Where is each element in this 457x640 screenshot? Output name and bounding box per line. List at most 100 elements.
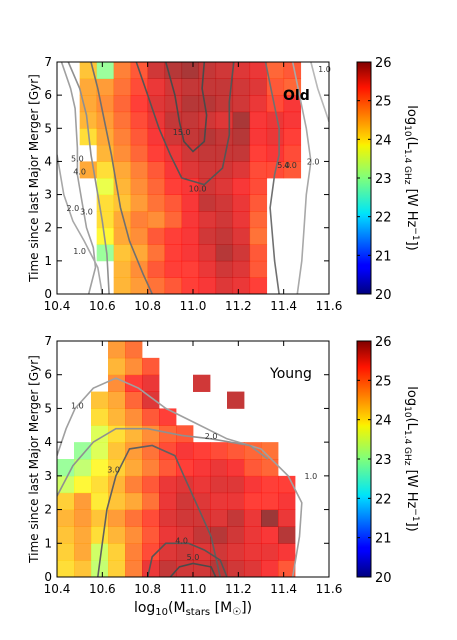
heatmap-cell bbox=[91, 526, 109, 544]
heatmap-cell bbox=[113, 211, 132, 229]
heatmap-cell bbox=[181, 277, 200, 294]
panel-label-young: Young bbox=[269, 366, 312, 382]
heatmap-cell bbox=[181, 78, 200, 96]
x-tick-label: 10.4 bbox=[44, 299, 71, 313]
contour-line bbox=[90, 62, 153, 294]
heatmap-cell bbox=[125, 341, 143, 359]
heatmap-cell bbox=[91, 425, 109, 443]
heatmap-cell bbox=[198, 128, 217, 146]
heatmap-cell bbox=[244, 442, 262, 460]
contour-line bbox=[169, 562, 217, 577]
x-tick-label: 10.4 bbox=[44, 582, 71, 596]
heatmap-cell bbox=[147, 194, 166, 212]
heatmap-cell bbox=[227, 543, 245, 561]
heatmap-cell bbox=[278, 492, 296, 510]
heatmap-cell bbox=[249, 194, 268, 212]
heatmap-cell bbox=[74, 543, 92, 561]
heatmap-cell bbox=[261, 526, 279, 544]
contour-label: 4.0 bbox=[73, 168, 86, 177]
heatmap-cell bbox=[176, 459, 194, 477]
colorbar-tick-label: 21 bbox=[375, 532, 392, 547]
heatmap-cell bbox=[198, 78, 217, 96]
heatmap-cell bbox=[142, 492, 160, 510]
contour-label: 5.0 bbox=[277, 161, 290, 170]
heatmap-cell bbox=[164, 227, 183, 245]
heatmap-cell bbox=[198, 227, 217, 245]
heatmap-cell bbox=[283, 144, 302, 162]
heatmap-cell bbox=[181, 128, 200, 146]
heatmap-cell bbox=[108, 459, 126, 477]
y-ticks-old: 0 1 2 3 4 5 6 7 bbox=[44, 55, 329, 301]
contour-label: 2.0 bbox=[307, 158, 320, 167]
heatmap-cell bbox=[96, 211, 115, 229]
heatmap-cell bbox=[176, 509, 194, 527]
colorbar-tick-label: 22 bbox=[375, 211, 392, 226]
heatmap-cell bbox=[232, 128, 251, 146]
heatmap-cell bbox=[113, 111, 132, 129]
heatmap-cell bbox=[198, 244, 217, 262]
heatmap-cell bbox=[74, 509, 92, 527]
heatmap-cell bbox=[164, 211, 183, 229]
heatmap-cell bbox=[244, 526, 262, 544]
heatmap-cell bbox=[91, 492, 109, 510]
x-tick-label: 10.8 bbox=[134, 582, 161, 596]
heatmap-cell bbox=[266, 144, 285, 162]
contour-label: 5.0 bbox=[71, 154, 84, 163]
y-tick-label: 5 bbox=[44, 121, 52, 135]
contour-line bbox=[310, 62, 329, 122]
heatmap-cell bbox=[57, 526, 75, 544]
heatmap-cell bbox=[278, 509, 296, 527]
heatmap-cell bbox=[176, 442, 194, 460]
heatmap-cell bbox=[142, 442, 160, 460]
heatmap-cell bbox=[159, 408, 177, 426]
contour-label: 1.0 bbox=[71, 401, 84, 410]
x-tick-label: 11.2 bbox=[225, 582, 252, 596]
heatmap-cell bbox=[193, 560, 211, 577]
colorbar-tick-label: 24 bbox=[375, 414, 392, 429]
heatmap-cell bbox=[232, 211, 251, 229]
heatmap-cell bbox=[283, 128, 302, 146]
contour-line bbox=[97, 444, 221, 577]
heatmap-cell bbox=[125, 543, 143, 561]
heatmap-cell bbox=[125, 526, 143, 544]
contour-line bbox=[291, 62, 312, 294]
colorbar-tick-label: 26 bbox=[375, 335, 392, 350]
heatmap-cell bbox=[130, 144, 149, 162]
heatmap-cell bbox=[57, 509, 75, 527]
heatmap-cell bbox=[108, 492, 126, 510]
heatmap-cell bbox=[159, 459, 177, 477]
heatmap-cell bbox=[91, 543, 109, 561]
heatmap-cell bbox=[249, 144, 268, 162]
contour-line bbox=[57, 377, 303, 577]
heatmap-cell bbox=[74, 442, 92, 460]
x-tick-label: 10.6 bbox=[89, 582, 116, 596]
panel-label-old: Old bbox=[283, 88, 310, 104]
heatmap-cell bbox=[244, 560, 262, 577]
contour-labels-old: 15.010.05.04.03.02.01.05.04.0 2.01.0 bbox=[66, 65, 330, 256]
heatmap-cell bbox=[215, 194, 234, 212]
y-tick-label: 2 bbox=[44, 503, 52, 517]
heatmap-cell bbox=[142, 560, 160, 577]
colorbar-tick-label: 21 bbox=[375, 249, 392, 264]
y-tick-label: 4 bbox=[44, 154, 52, 168]
x-ticks-young: 10.4 10.6 10.8 11.0 11.2 11.4 11.6 bbox=[44, 341, 342, 596]
heatmap-cell bbox=[142, 408, 160, 426]
heatmap-cell bbox=[79, 78, 98, 96]
heatmap-cell bbox=[147, 277, 166, 294]
heatmap-cell bbox=[210, 492, 228, 510]
colorbar-label-young: log10(L1.4 GHz [W Hz−1]) bbox=[402, 386, 420, 531]
heatmap-cell bbox=[130, 128, 149, 146]
heatmap-cell bbox=[74, 475, 92, 494]
x-tick-label: 11.4 bbox=[270, 299, 297, 313]
heatmap-cell bbox=[130, 95, 149, 113]
heatmap-cell bbox=[125, 560, 143, 577]
colorbar-label-old: log10(L1.4 GHz [W Hz−1]) bbox=[402, 105, 420, 250]
heatmap-cell bbox=[181, 244, 200, 262]
heatmap-cell bbox=[125, 492, 143, 510]
heatmap-cell bbox=[261, 509, 279, 527]
heatmap-cell bbox=[164, 95, 183, 113]
heatmap-cell bbox=[125, 509, 143, 527]
heatmap-cell bbox=[164, 277, 183, 294]
heatmap-cell bbox=[147, 260, 166, 278]
heatmap-cell bbox=[113, 194, 132, 212]
